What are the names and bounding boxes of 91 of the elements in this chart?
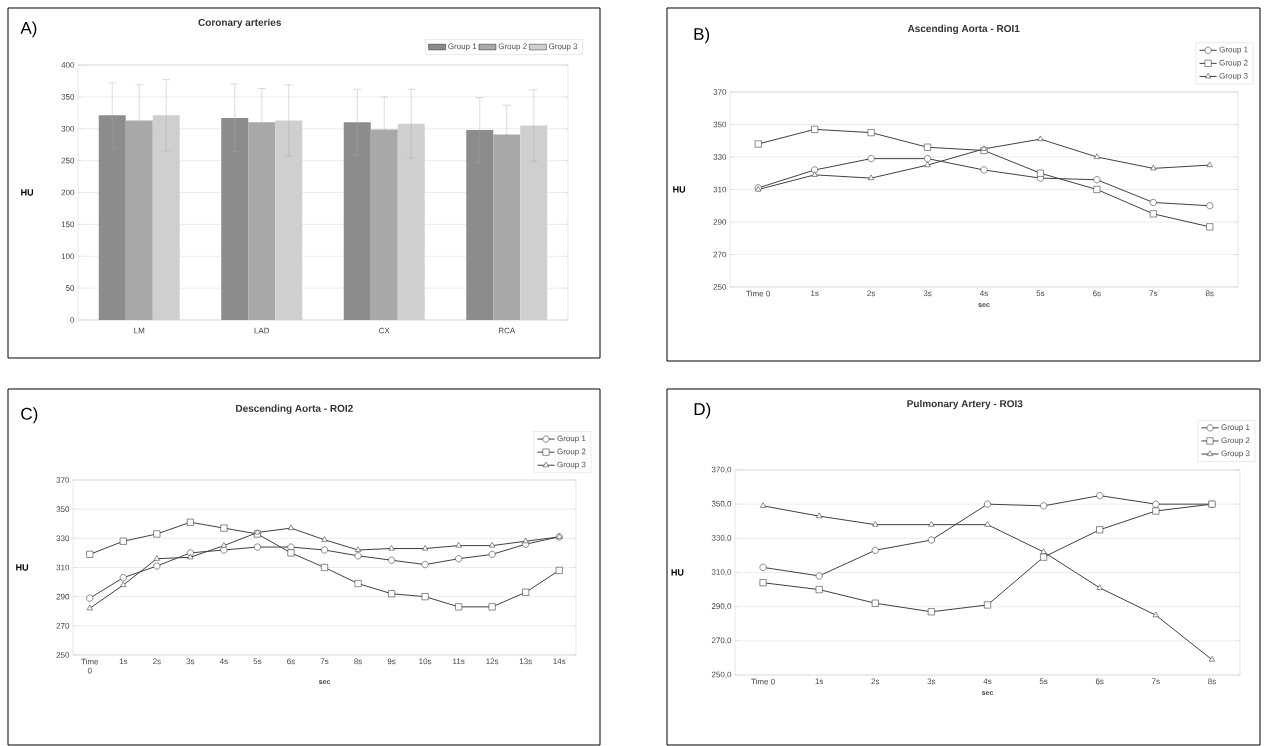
- y-tick-label: 150: [61, 221, 75, 228]
- y-tick-label: 370,0: [711, 466, 732, 474]
- y-tick-label: 100: [61, 253, 75, 260]
- x-tick-label: 2s: [867, 290, 876, 297]
- x-tick-label: 5s: [1039, 678, 1048, 685]
- text: B): [694, 27, 710, 44]
- chart-title: Coronary arteries: [198, 18, 281, 28]
- y-tick-label: 290: [713, 219, 727, 225]
- y-tick-label: 330: [713, 154, 727, 160]
- legend-label: Group 3: [557, 461, 586, 469]
- y-tick-label: 310: [56, 564, 70, 571]
- y-tick-label: 200: [61, 189, 75, 196]
- y-axis-title: HU: [671, 569, 684, 576]
- x-tick-label: 8s: [1208, 678, 1216, 685]
- y-tick-label: 250: [56, 652, 70, 658]
- chart-title: Pulmonary Artery - ROI3: [907, 399, 1023, 410]
- x-tick-label: 10s: [419, 658, 432, 665]
- x-tick-label: 7s: [320, 658, 329, 665]
- y-axis-title: HU: [16, 564, 29, 571]
- x-tick-label: CX: [379, 327, 390, 334]
- legend-label: Group 3: [1219, 72, 1248, 81]
- y-tick-label: 370: [713, 89, 727, 95]
- x-tick-label: 1s: [119, 658, 128, 665]
- y-tick-label: 270: [56, 622, 70, 629]
- x-tick-label: 1s: [815, 678, 824, 685]
- y-tick-label: 310,0: [711, 569, 732, 576]
- text: A): [20, 21, 37, 38]
- y-tick-label: 250: [61, 157, 75, 164]
- text: C): [21, 407, 38, 424]
- y-tick-label: 310: [713, 186, 727, 193]
- x-tick-label: 2s: [153, 658, 161, 665]
- x-tick-label: 2s: [871, 678, 880, 685]
- x-tick-label: Time 0: [81, 658, 99, 674]
- legend-label: Group 1: [1221, 424, 1250, 432]
- x-tick-label: 3s: [923, 290, 932, 297]
- x-tick-label: 6s: [287, 658, 295, 665]
- x-tick-label: 6s: [1095, 678, 1104, 685]
- x-tick-label: 11s: [453, 658, 465, 665]
- x-tick-label: Time 0: [746, 290, 770, 297]
- y-tick-label: 330: [56, 535, 70, 542]
- y-tick-label: 350: [713, 121, 727, 128]
- legend-label: Group 1: [448, 43, 477, 51]
- x-tick-label: 3s: [927, 678, 936, 685]
- x-tick-label: 3s: [186, 658, 195, 665]
- x-tick-label: 1s: [811, 290, 819, 297]
- y-tick-label: 250,0: [711, 671, 732, 679]
- legend-label: Group 1: [557, 435, 586, 443]
- legend-label: Group 1: [1219, 46, 1248, 54]
- legend-label: Group 2: [498, 43, 527, 51]
- x-tick-label: 5s: [253, 658, 262, 665]
- y-tick-label: 350: [56, 506, 70, 512]
- x-tick-label: Time 0: [751, 678, 775, 685]
- x-tick-label: 4s: [979, 290, 988, 297]
- chart-title: Ascending Aorta - ROI1: [907, 24, 1020, 35]
- x-tick-label: 6s: [1093, 290, 1101, 297]
- legend-label: Group 2: [1221, 437, 1250, 445]
- x-tick-label: RCA: [498, 327, 516, 334]
- x-tick-label: 4s: [219, 658, 228, 665]
- y-tick-label: 300: [61, 125, 75, 132]
- y-axis-title: HU: [21, 189, 34, 196]
- x-tick-label: 12s: [486, 658, 499, 665]
- x-tick-label: 14s: [553, 658, 566, 665]
- legend-label: Group 3: [1221, 450, 1250, 458]
- text: D): [694, 402, 711, 419]
- y-tick-label: 0: [70, 317, 75, 323]
- y-tick-label: 350: [61, 94, 75, 100]
- legend-label: Group 3: [549, 43, 578, 51]
- y-tick-label: 270,0: [711, 637, 732, 645]
- y-axis-title: HU: [673, 186, 686, 193]
- y-tick-label: 400: [61, 62, 75, 68]
- x-tick-label: 7s: [1152, 678, 1160, 685]
- x-tick-label: 9s: [387, 658, 396, 665]
- x-tick-label: 8s: [1205, 290, 1214, 297]
- x-tick-label: LAD: [254, 327, 270, 334]
- y-tick-label: 370: [56, 477, 70, 483]
- y-tick-label: 330,0: [711, 535, 732, 542]
- y-tick-label: 290,0: [711, 603, 732, 610]
- y-tick-label: 290: [56, 593, 70, 600]
- x-tick-label: LM: [134, 327, 145, 334]
- y-tick-label: 250: [713, 284, 727, 290]
- legend-label: Group 2: [1219, 59, 1248, 68]
- x-tick-label: 7s: [1149, 290, 1158, 297]
- x-tick-label: 5s: [1036, 290, 1045, 297]
- y-tick-label: 350,0: [711, 500, 732, 508]
- y-tick-label: 50: [65, 285, 75, 291]
- x-tick-label: 4s: [983, 678, 992, 685]
- legend-label: Group 2: [557, 448, 586, 456]
- x-tick-label: 13s: [519, 658, 532, 665]
- x-tick-label: 8s: [354, 658, 362, 665]
- y-tick-label: 270: [713, 251, 727, 258]
- chart-title: Descending Aorta - ROI2: [236, 404, 353, 414]
